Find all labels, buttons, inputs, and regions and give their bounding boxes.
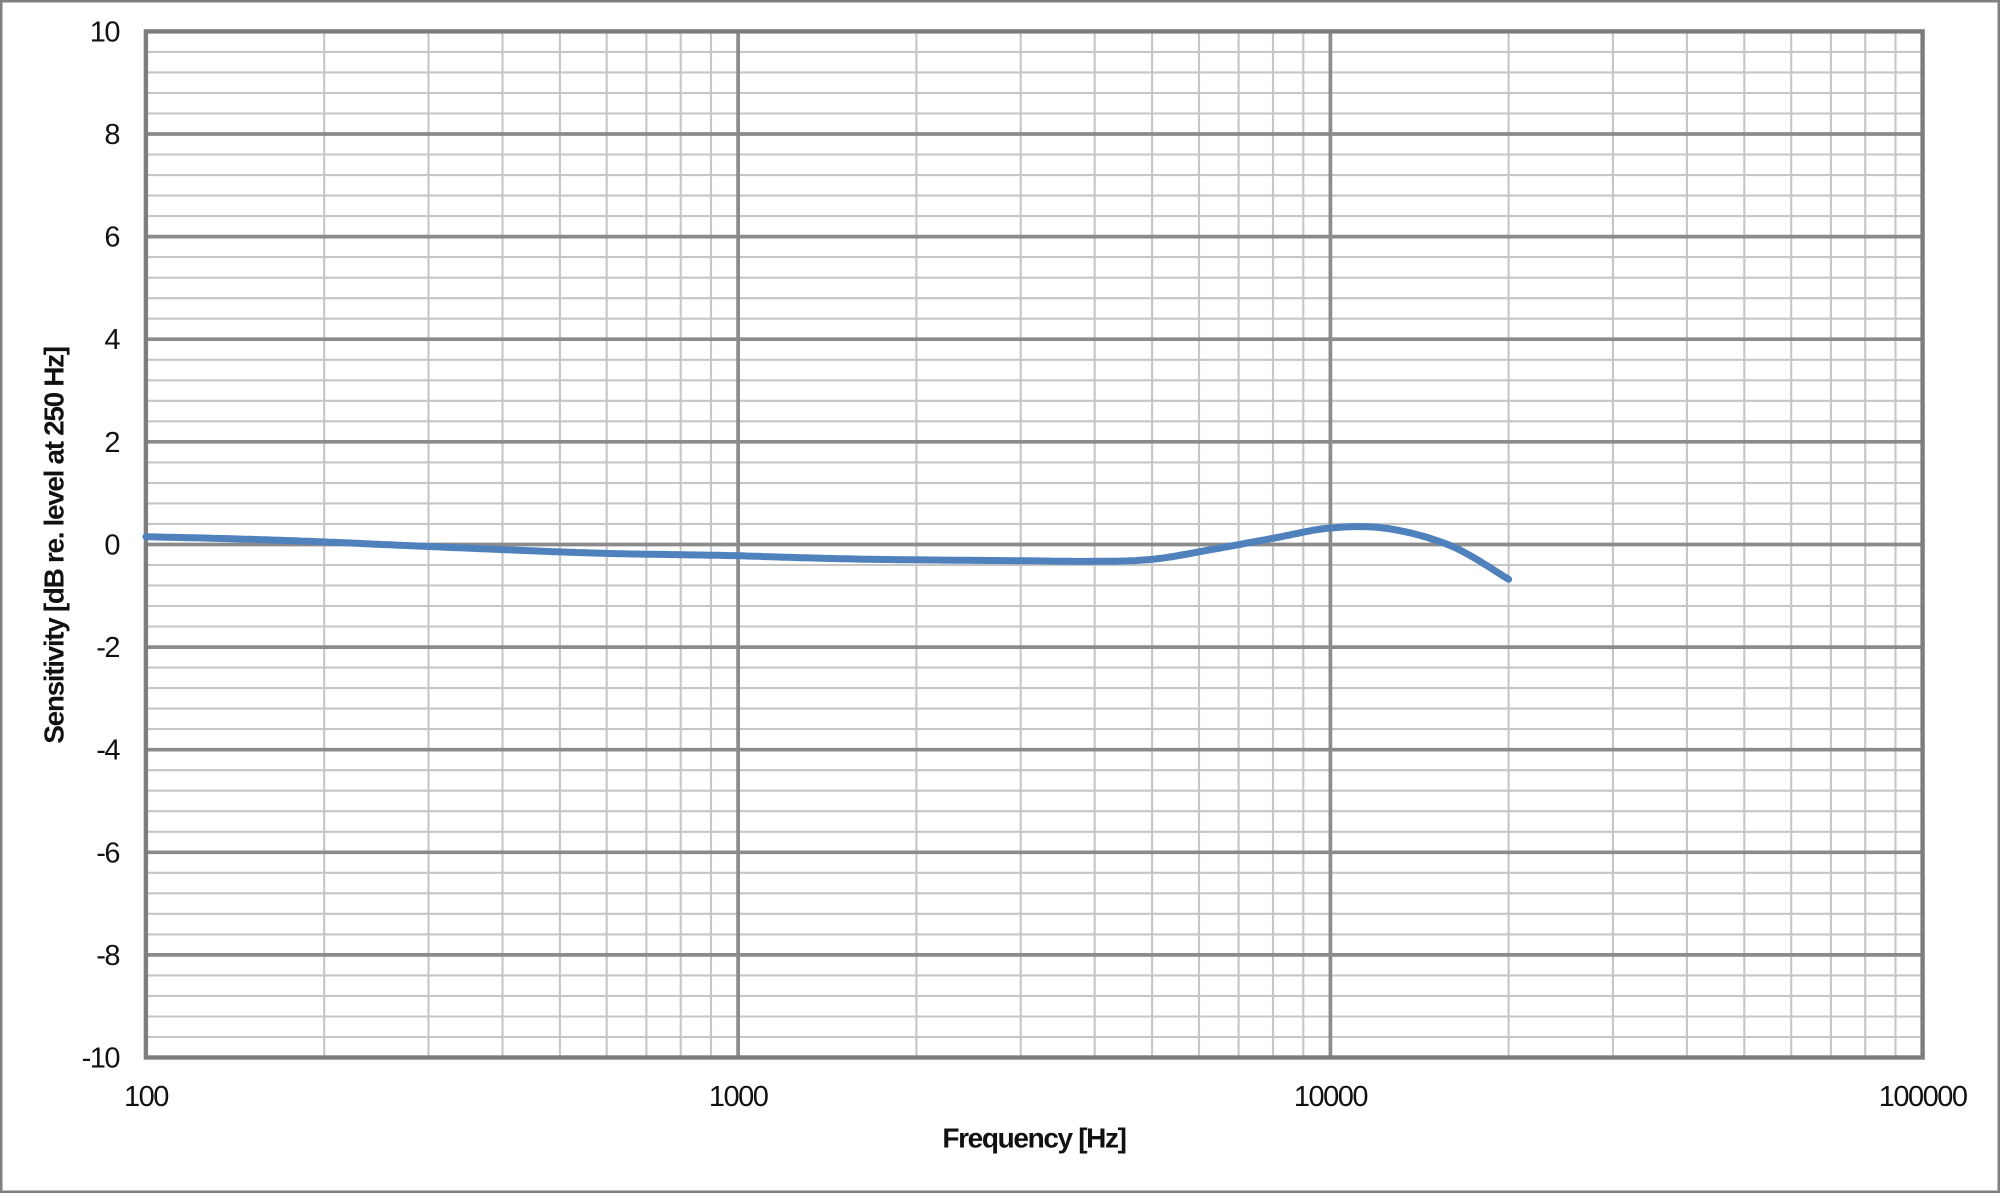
svg-text:1000: 1000 <box>709 1081 768 1113</box>
svg-text:-10: -10 <box>82 1043 120 1075</box>
svg-text:8: 8 <box>104 119 119 151</box>
svg-text:-4: -4 <box>96 735 120 767</box>
svg-text:Sensitivity [dB re. level at 2: Sensitivity [dB re. level at 250 Hz] <box>39 347 70 743</box>
svg-text:0: 0 <box>104 529 119 561</box>
svg-text:-8: -8 <box>96 940 119 972</box>
svg-text:100: 100 <box>124 1081 168 1113</box>
svg-text:2: 2 <box>104 427 119 459</box>
svg-text:6: 6 <box>104 222 119 254</box>
svg-text:Frequency [Hz]: Frequency [Hz] <box>942 1123 1125 1154</box>
svg-text:-6: -6 <box>96 837 119 869</box>
svg-text:10: 10 <box>90 16 120 48</box>
svg-text:-2: -2 <box>96 632 119 664</box>
svg-text:100000: 100000 <box>1879 1081 1967 1113</box>
svg-text:10000: 10000 <box>1294 1081 1368 1113</box>
svg-text:4: 4 <box>104 324 120 356</box>
